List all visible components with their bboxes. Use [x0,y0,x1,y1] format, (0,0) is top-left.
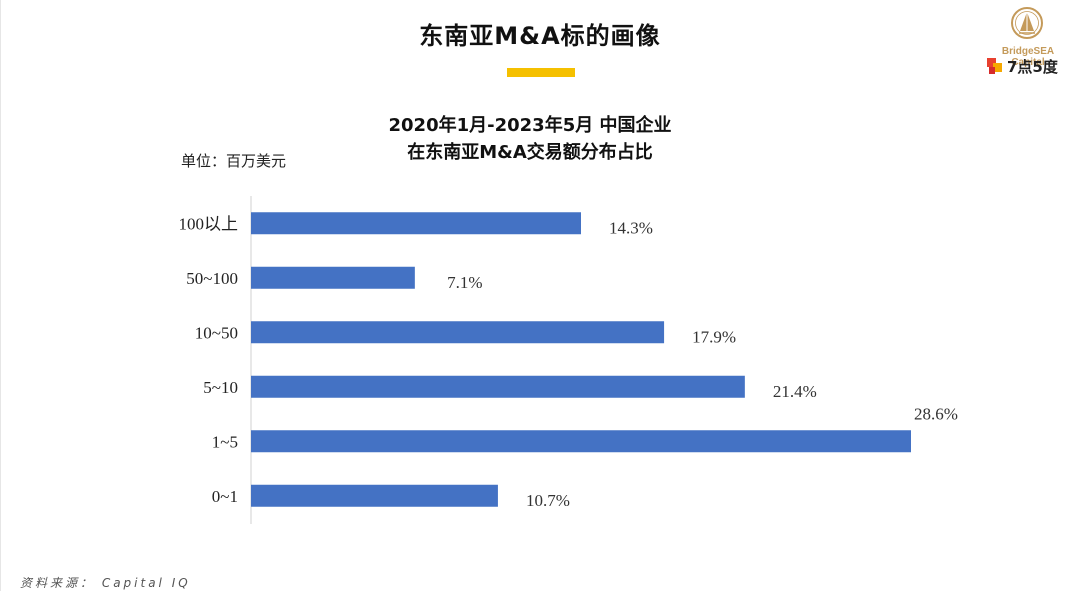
brand-mark-icon [987,58,1002,74]
bar-0 [251,212,581,235]
title-underline-bar [507,68,575,77]
chart-title-line1: 2020年1月-2023年5月 中国企业 [388,115,672,136]
page-title: 东南亚M&A标的画像 [419,22,661,50]
value-label-0: 14.3% [609,218,653,237]
value-label-1: 7.1% [447,273,482,292]
source-note: 资料来源： Capital IQ [20,576,191,590]
logo-name: BridgeSEA Capital [1001,46,1055,68]
left-border-line [0,0,1,591]
category-label-0: 100以上 [179,214,239,233]
bar-1 [251,266,415,289]
sailboat-emblem-icon [1011,7,1043,39]
value-label-3: 21.4% [773,382,817,401]
category-label-3: 5~10 [203,378,238,397]
bar-5 [251,484,498,507]
chart-title-line2: 在东南亚M&A交易额分布占比 [407,142,653,163]
bars-layer: 100以上 14.3% 50~100 7.1% 10~50 17.9% 5~10 21.4% 1… [179,212,958,510]
value-label-5: 10.7% [526,491,570,510]
bridgesea-logo: BridgeSEA Capital [985,6,1071,78]
chart-title: 2020年1月-2023年5月 中国企业 在东南亚M&A交易额分布占比 [230,112,830,166]
category-label-1: 50~100 [186,269,238,288]
category-label-5: 0~1 [212,487,238,506]
brand-text: 7点5度 [1007,58,1058,76]
bar-4 [251,430,911,453]
value-label-4: 28.6% [914,404,958,423]
value-label-2: 17.9% [692,327,736,346]
unit-label: 单位：百万美元 [181,152,287,170]
bar-3 [251,375,745,398]
category-label-4: 1~5 [212,432,238,451]
bar-2 [251,321,665,344]
category-label-2: 10~50 [195,323,238,342]
